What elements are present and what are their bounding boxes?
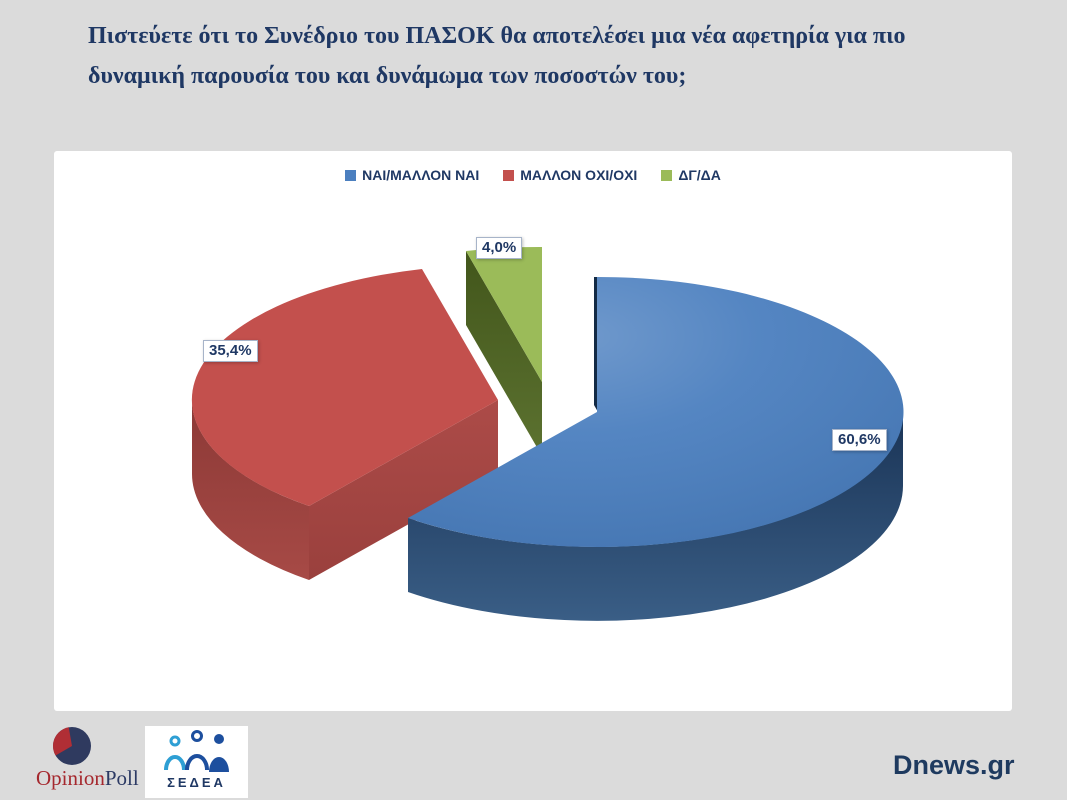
pie-slice-green-wall: [466, 251, 542, 456]
pie-slice-green-top: [466, 246, 542, 382]
legend-swatch-yes: [345, 169, 357, 181]
opinionpoll-logo: OpinionPoll: [36, 724, 156, 792]
opinionpoll-word-opinion: Opinion: [36, 766, 105, 790]
legend-item-no: ΜΑΛΛΟΝ ΟΧΙ/ΟΧΙ: [503, 167, 637, 183]
legend-label-yes: ΝΑΙ/ΜΑΛΛΟΝ ΝΑΙ: [362, 167, 480, 183]
legend-label-dk: ΔΓ/ΔΑ: [678, 167, 721, 183]
opinionpoll-word-poll: Poll: [104, 766, 139, 790]
pie-slice-red-rim: [192, 400, 309, 580]
pie-slice-red-top: [191, 269, 498, 506]
legend-item-dk: ΔΓ/ΔΑ: [661, 167, 721, 183]
sedea-people-icon: [163, 730, 229, 772]
page-title-line1: Πιστεύετε ότι το Συνέδριο του ΠΑΣΟΚ θα α…: [88, 23, 906, 49]
data-label-blue: 60,6%: [832, 429, 887, 451]
legend-swatch-dk: [661, 169, 673, 181]
page-title: Πιστεύετε ότι το Συνέδριο του ΠΑΣΟΚ θα α…: [88, 16, 1008, 96]
chart-legend: ΝΑΙ/ΜΑΛΛΟΝ ΝΑΙ ΜΑΛΛΟΝ ΟΧΙ/ΟΧΙ ΔΓ/ΔΑ: [54, 167, 1012, 183]
sedea-logo: ΣΕΔΕΑ: [145, 726, 248, 798]
opinionpoll-pie-icon: [53, 727, 91, 765]
legend-label-no: ΜΑΛΛΟΝ ΟΧΙ/ΟΧΙ: [520, 167, 638, 183]
pie-slice-red-cut: [309, 400, 498, 580]
site-name: Dnews.gr: [893, 750, 1015, 780]
data-label-red: 35,4%: [203, 340, 258, 362]
sedea-label: ΣΕΔΕΑ: [167, 775, 226, 790]
opinionpoll-wordmark: OpinionPoll: [36, 766, 156, 791]
pie-slice-blue-sheen: [408, 276, 904, 547]
page-title-line2: δυναμική παρουσία του και δυνάμωμα των π…: [88, 63, 687, 89]
data-label-green: 4,0%: [476, 237, 523, 259]
legend-swatch-no: [503, 169, 515, 181]
pie-slice-blue-rim: [408, 412, 903, 621]
legend-item-yes: ΝΑΙ/ΜΑΛΛΟΝ ΝΑΙ: [345, 167, 479, 183]
